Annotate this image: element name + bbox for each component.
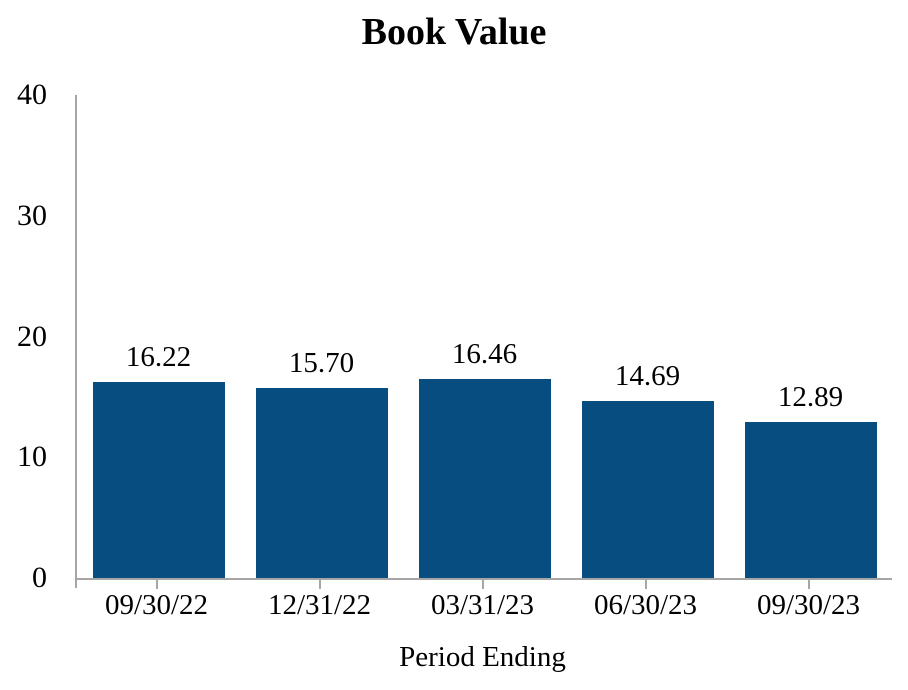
x-tick-label: 03/31/23 — [430, 589, 535, 621]
bar-value-label: 15.70 — [288, 347, 355, 380]
bar — [744, 422, 877, 578]
x-tick-mark — [644, 580, 647, 589]
y-tick-label: 40 — [17, 78, 47, 111]
x-tick-label: 06/30/23 — [593, 589, 698, 621]
x-tick-label: 12/31/22 — [267, 589, 372, 621]
bar — [255, 388, 388, 578]
x-axis-title: Period Ending — [399, 641, 566, 673]
bar-value-label: 12.89 — [777, 381, 844, 414]
bar — [418, 379, 551, 578]
y-tick-label: 10 — [17, 440, 47, 474]
bar — [581, 400, 714, 578]
bar — [92, 382, 225, 578]
plot-area: 16.22 15.70 16.46 14.69 12.89 — [75, 95, 892, 580]
y-tick-label: 20 — [17, 319, 47, 353]
bar-value-label: 16.22 — [125, 341, 192, 374]
x-tick-mark — [155, 580, 158, 589]
x-tick-mark — [481, 580, 484, 589]
x-tick-mark — [807, 580, 810, 589]
y-tick-label: 0 — [32, 561, 47, 594]
x-tick-label: 09/30/22 — [104, 589, 209, 621]
chart-title: Book Value — [361, 11, 547, 53]
x-axis-origin-tick — [75, 580, 77, 588]
x-tick-label: 09/30/23 — [756, 589, 861, 621]
y-tick-label: 30 — [17, 198, 47, 232]
x-tick-mark — [318, 580, 321, 589]
bar-value-label: 16.46 — [451, 338, 518, 371]
bar-value-label: 14.69 — [614, 359, 681, 392]
